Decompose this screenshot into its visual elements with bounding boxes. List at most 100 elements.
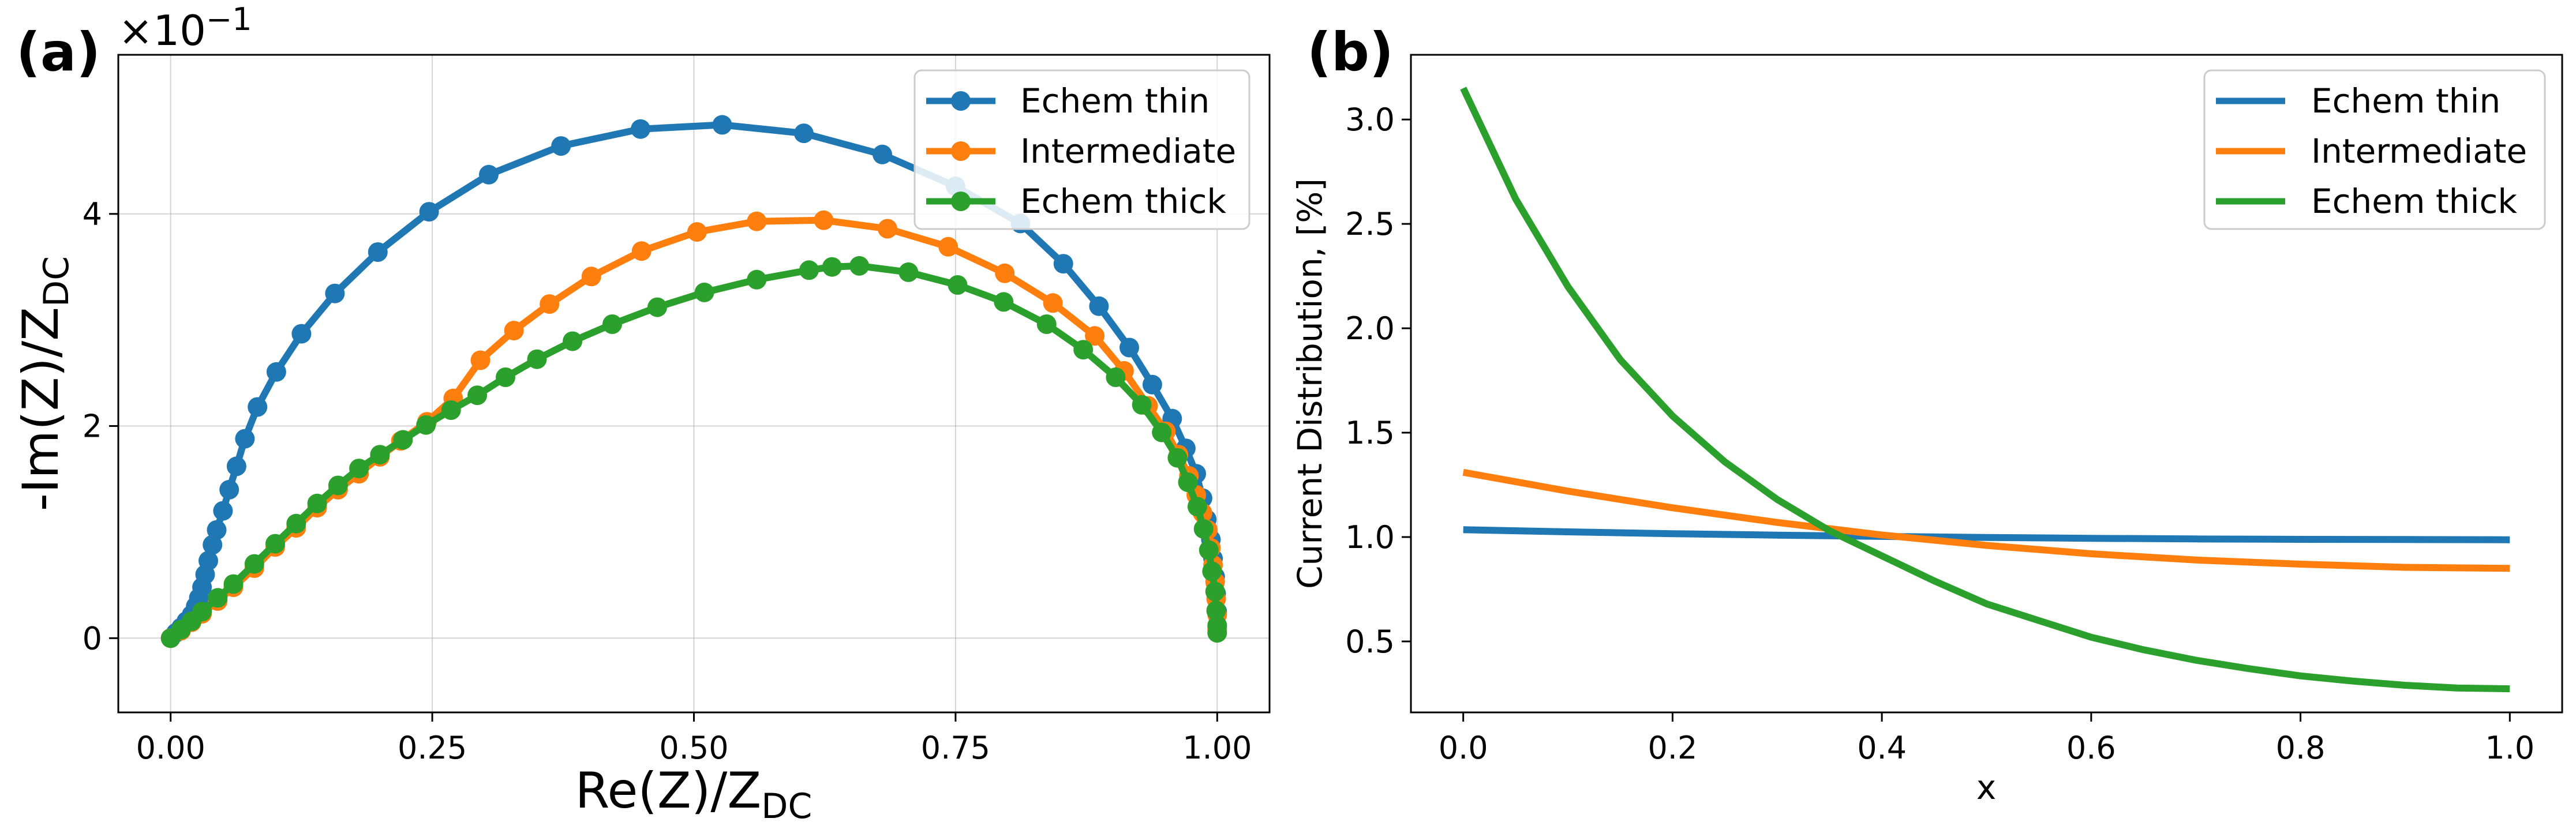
panel-a-point-echem-thick — [1132, 395, 1152, 415]
panel-a-point-echem-thick — [994, 292, 1014, 312]
panel-b-series-echem-thick — [1460, 87, 2510, 693]
panel-a-legend-box — [913, 69, 1250, 230]
panel-a-y-axis-label-sub: DC — [36, 256, 77, 307]
panel-a-x-ticks: 0.00 0.25 0.50 0.75 1.00 — [136, 712, 1252, 766]
panel-a-point-echem-thin — [235, 429, 255, 449]
panel-a-point-echem-thick — [647, 297, 667, 317]
panel-a-point-echem-thick — [1167, 448, 1188, 468]
panel-a-point-echem-thin — [213, 501, 233, 521]
panel-b-legend-label-echem-thin: Echem thin — [2311, 81, 2500, 121]
panel-a-series — [160, 115, 1227, 648]
panel-b-x-tick-label: 0.4 — [1857, 730, 1907, 766]
panel-a-point-intermediate — [938, 237, 958, 257]
panel-b-line-echem-thin — [1463, 526, 2510, 543]
panel-a-x-axis-label-sub: DC — [761, 786, 812, 827]
panel-a-point-echem-thick — [1207, 623, 1227, 643]
panel-a-point-echem-thin — [291, 324, 312, 344]
panel-a-point-echem-thick — [563, 331, 583, 351]
panel-a-point-echem-thick — [192, 602, 212, 622]
panel-a-point-echem-thick — [1187, 497, 1207, 517]
panel-a-nyquist-plot: (a) 0.00 0.25 0.50 0.75 1.00 0 2 4 ×10−1 Re(Z)… — [12, 1, 1271, 827]
panel-b-y-tick-label: 2.5 — [1345, 206, 1395, 242]
panel-a-point-intermediate — [1085, 326, 1105, 346]
panel-a-point-echem-thin — [248, 397, 268, 417]
panel-b-x-axis-label: x — [1976, 768, 1996, 807]
panel-a-point-echem-thin — [199, 551, 218, 571]
panel-a-point-intermediate — [581, 267, 601, 287]
panel-b-line-echem-thick — [1460, 87, 2510, 693]
panel-a-point-echem-thick — [223, 574, 244, 594]
panel-a-point-echem-thick — [265, 534, 285, 554]
panel-b-y-tick-label: 3.0 — [1345, 102, 1395, 138]
panel-a-point-echem-thin — [368, 242, 388, 262]
panel-a-point-echem-thin — [793, 123, 814, 144]
panel-a-point-echem-thick — [441, 400, 461, 420]
panel-a-x-tick-label: 1.00 — [1182, 730, 1252, 766]
panel-b-legend: Echem thin Intermediate Echem thick — [2203, 69, 2546, 230]
panel-a-point-intermediate — [814, 210, 834, 230]
panel-b-x-tick-label: 1.0 — [2485, 730, 2534, 766]
panel-a-point-echem-thin — [479, 164, 499, 185]
panel-b-y-axis-label: Current Distribution, [%] — [1290, 178, 1330, 589]
panel-a-legend-label-echem-thin: Echem thin — [1020, 81, 1210, 121]
panel-a-point-intermediate — [995, 263, 1015, 283]
panel-a-point-intermediate — [747, 211, 767, 231]
panel-a-y-offset-base: ×10 — [118, 6, 206, 55]
panel-a-point-echem-thick — [307, 493, 327, 513]
panel-a-point-echem-thin — [1089, 296, 1109, 316]
panel-a-point-echem-thick — [208, 588, 228, 608]
panel-a-point-intermediate — [540, 294, 560, 314]
panel-a-point-echem-thick — [393, 430, 413, 450]
panel-a-point-echem-thin — [1119, 337, 1139, 358]
panel-a-point-echem-thick — [1205, 581, 1225, 602]
panel-a-point-echem-thick — [1193, 519, 1214, 539]
panel-a-point-echem-thin — [712, 115, 732, 135]
panel-a-point-echem-thin — [203, 535, 223, 555]
panel-a-point-echem-thick — [1073, 340, 1094, 360]
panel-a-point-echem-thin — [1053, 254, 1073, 274]
panel-a-point-echem-thick — [244, 554, 264, 574]
panel-a-point-echem-thin — [1142, 374, 1162, 395]
panel-a-point-intermediate — [1043, 293, 1063, 313]
panel-a-point-echem-thick — [286, 513, 306, 534]
panel-a-point-intermediate — [687, 222, 707, 242]
panel-b-series-echem-thin — [1463, 526, 2510, 543]
panel-a-x-axis-label-main: Re(Z)/Z — [575, 762, 762, 820]
panel-a-x-tick-label: 0.25 — [398, 730, 467, 766]
panel-a-legend-marker-intermediate — [951, 141, 971, 161]
panel-b-series — [1460, 87, 2510, 693]
panel-a-legend-marker-echem-thick — [951, 192, 971, 211]
panel-b-x-tick-label: 0.8 — [2276, 730, 2326, 766]
panel-b-current-distribution-plot: (b) 0.0 0.2 0.4 0.6 0.8 1.0 0.5 1.0 1.5 2.0 2.5 3.… — [1290, 21, 2563, 807]
panel-a-point-echem-thick — [822, 257, 842, 277]
panel-a-point-echem-thin — [325, 283, 345, 303]
panel-a-point-intermediate — [878, 219, 897, 239]
panel-a-point-echem-thick — [694, 282, 714, 302]
panel-a-point-echem-thin — [551, 136, 571, 156]
panel-a-y-ticks: 0 2 4 — [83, 196, 118, 656]
panel-a-point-intermediate — [504, 321, 524, 341]
panel-a-point-echem-thick — [849, 256, 870, 276]
panel-a-point-echem-thick — [602, 314, 622, 334]
panel-a-y-offset: ×10−1 — [118, 1, 252, 55]
panel-b-x-tick-label: 0.6 — [2066, 730, 2116, 766]
panel-a-point-echem-thick — [747, 269, 767, 290]
panel-a-point-echem-thin — [207, 520, 227, 540]
panel-a-point-echem-thin — [219, 479, 239, 500]
panel-a-point-echem-thick — [948, 275, 968, 295]
panel-a-point-intermediate — [470, 350, 491, 370]
panel-a-y-tick-label: 4 — [83, 196, 102, 232]
panel-a-point-echem-thick — [898, 262, 919, 282]
panel-a-y-axis-label-main: -Im(Z)/Z — [12, 307, 70, 511]
panel-a-point-echem-thin — [631, 119, 650, 139]
panel-a-point-echem-thick — [467, 385, 488, 406]
panel-a-legend-label-echem-thick: Echem thick — [1020, 182, 1226, 221]
panel-a-point-echem-thick — [1106, 367, 1126, 387]
panel-b-y-tick-label: 1.5 — [1345, 415, 1395, 451]
panel-a-legend-marker-echem-thin — [951, 91, 971, 111]
panel-b-y-tick-label: 1.0 — [1345, 519, 1395, 556]
panel-a-point-echem-thick — [328, 475, 348, 496]
panel-b-x-tick-label: 0.0 — [1439, 730, 1488, 766]
panel-a-y-tick-label: 0 — [83, 620, 102, 656]
